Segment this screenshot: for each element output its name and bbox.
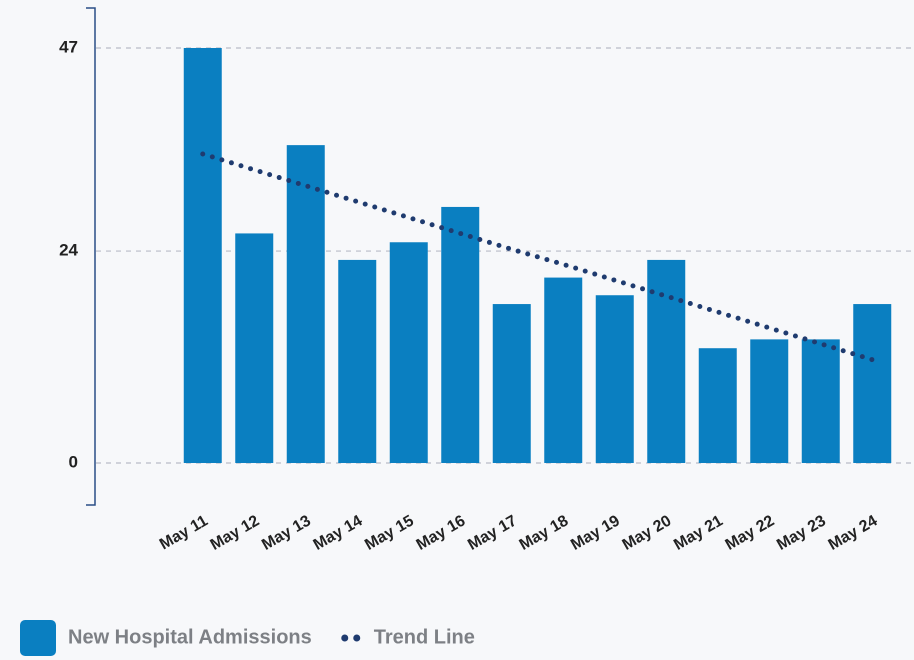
x-tick-label: May 13: [259, 512, 314, 553]
x-tick-label: May 11: [157, 512, 211, 553]
x-tick-label: May 16: [414, 512, 469, 553]
trend-line: [200, 151, 875, 363]
y-tick-label: 24: [59, 241, 78, 260]
x-tick-label: May 14: [311, 512, 366, 553]
bar: [698, 348, 737, 463]
bar: [389, 242, 428, 463]
bar: [183, 48, 222, 463]
x-tick-label: May 18: [517, 512, 572, 553]
x-tick-label: May 22: [723, 512, 778, 553]
bar: [338, 259, 377, 463]
x-tick-label: May 15: [362, 512, 417, 553]
bar: [441, 206, 480, 464]
y-axis-bracket: [86, 7, 96, 506]
legend-dot: [353, 634, 361, 642]
x-tick-label: May 17: [465, 512, 520, 553]
bar: [801, 339, 840, 463]
bar: [853, 304, 892, 463]
x-tick-label: May 24: [826, 512, 881, 553]
bar: [595, 295, 634, 463]
bar: [492, 304, 531, 463]
bar: [647, 259, 686, 463]
x-tick-label: May 19: [568, 512, 623, 553]
x-tick-label: May 12: [208, 512, 263, 553]
bar: [750, 339, 789, 463]
y-tick-label: 47: [59, 37, 78, 56]
x-tick-label: May 21: [671, 512, 726, 553]
legend-label: Trend Line: [374, 626, 475, 648]
x-tick-label: May 23: [774, 512, 829, 553]
legend-swatch: [20, 620, 56, 656]
y-tick-label: 0: [69, 452, 78, 471]
bar: [235, 233, 274, 463]
x-tick-label: May 20: [620, 512, 675, 553]
legend-label: New Hospital Admissions: [68, 626, 312, 648]
bar: [544, 277, 583, 463]
bar: [286, 145, 325, 463]
legend-dot: [341, 634, 349, 642]
